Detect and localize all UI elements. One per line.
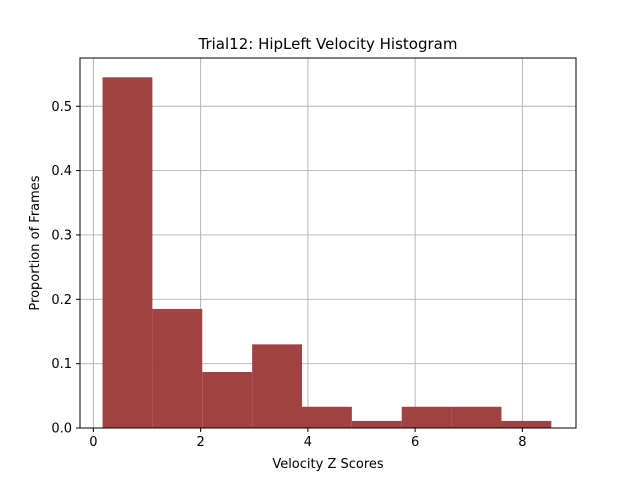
histogram-bar-0 [102, 77, 153, 428]
bars-layer [102, 77, 552, 428]
y-tick-label: 0.5 [51, 100, 72, 115]
y-tick-label: 0.3 [51, 228, 72, 243]
y-tick-label: 0.2 [51, 293, 72, 308]
histogram-bar-5 [351, 420, 402, 428]
histogram-bar-7 [451, 406, 502, 428]
x-axis-label: Velocity Z Scores [272, 457, 384, 472]
histogram-bar-3 [252, 344, 302, 428]
y-tick-label: 0.1 [51, 357, 72, 372]
x-tick-label: 4 [304, 435, 312, 450]
histogram-bar-2 [202, 372, 253, 428]
histogram-bar-4 [301, 406, 352, 428]
chart-title: Trial12: HipLeft Velocity Histogram [198, 35, 458, 53]
plot-area-frame [79, 57, 577, 429]
histogram-bar-8 [501, 420, 552, 428]
y-tick-label: 0.4 [51, 164, 72, 179]
x-tick-label: 2 [197, 435, 205, 450]
y-tick-label: 0.0 [51, 422, 72, 437]
histogram-bar-1 [152, 308, 203, 428]
histogram-bar-6 [401, 406, 452, 428]
x-tick-label: 0 [89, 435, 97, 450]
ticks-layer: 0 2 4 6 8 0.0 0.1 0.2 0.3 0.4 0.5 [51, 100, 526, 450]
x-tick-label: 6 [411, 435, 419, 450]
x-tick-label: 8 [518, 435, 526, 450]
y-axis-label: Proportion of Frames [28, 175, 43, 310]
